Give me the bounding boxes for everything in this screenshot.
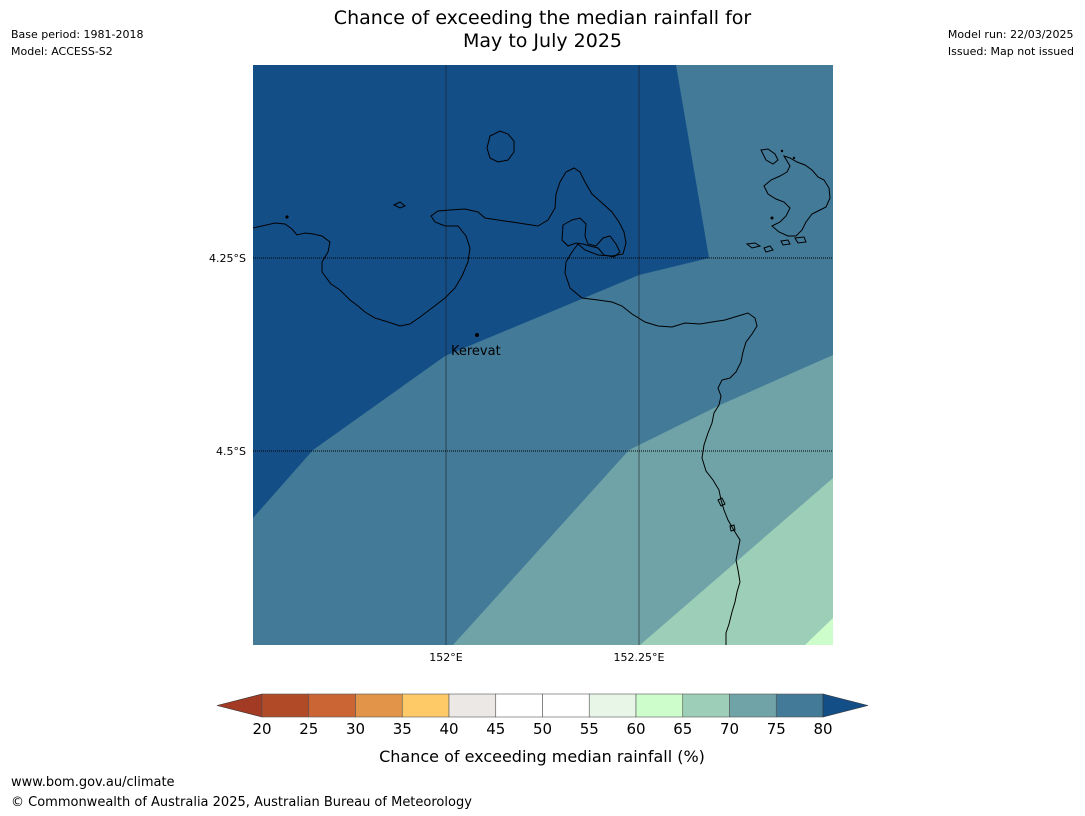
colorbar-segment [542,693,590,718]
colorbar-segment [588,693,637,718]
colorbar-tick-label: 35 [393,720,412,738]
zone-75-80 [253,65,709,518]
lon-label-152: 152°E [429,651,462,664]
coastline [253,130,831,645]
town-label: Kerevat [451,344,501,359]
lat-label-4-25: 4.25°S [209,252,246,265]
base-period: Base period: 1981-2018 [11,28,144,41]
colorbar-tick-label: 30 [346,720,365,738]
model-name: Model: ACCESS-S2 [11,45,113,58]
zone-55-60 [805,618,833,645]
colorbar-label: Chance of exceeding median rainfall (%) [379,747,705,766]
colorbar-extend-high [822,693,869,718]
island-dot [770,216,774,220]
lon-label-152-25: 152.25°E [614,651,665,664]
colorbar-segment [682,693,730,718]
colorbar-tick-label: 55 [580,720,599,738]
colorbar-tick-label: 45 [486,720,505,738]
title-line-2: May to July 2025 [463,30,622,52]
island-dot [285,215,289,219]
colorbar-segment [635,693,684,718]
colorbar-segment [495,693,543,718]
colorbar-tick-label: 65 [673,720,692,738]
colorbar-tick-label: 80 [813,720,832,738]
gridlines [253,65,833,645]
colorbar-tick-label: 40 [439,720,458,738]
colorbar-segment [308,693,356,718]
colorbar-tick-label: 70 [720,720,739,738]
lat-label-4-5: 4.5°S [216,445,246,458]
issued-status: Issued: Map not issued [947,45,1074,58]
colorbar-segment [355,693,403,718]
island-dot [792,156,796,160]
meta-right: Model run: 22/03/2025 Issued: Map not is… [948,26,1074,60]
colorbar-tick-label: 25 [299,720,318,738]
colorbar-segment [401,693,450,718]
title-line-1: Chance of exceeding the median rainfall … [333,7,752,29]
colorbar-segment [261,693,310,718]
footer-copyright: © Commonwealth of Australia 2025, Austra… [11,795,472,810]
footer-url: www.bom.gov.au/climate [11,775,175,790]
colorbar: 20 25 30 35 40 45 50 55 60 65 70 75 80 [216,693,869,738]
colorbar-tick-label: 60 [626,720,645,738]
model-run: Model run: 22/03/2025 [947,28,1074,41]
meta-left: Base period: 1981-2018 Model: ACCESS-S2 [11,26,143,60]
colorbar-tick-label: 20 [252,720,271,738]
colorbar-segment [448,693,497,718]
probability-fill: Kerevat [253,65,833,645]
kerevat-marker [475,333,479,337]
colorbar-tick-label: 75 [767,720,786,738]
map-title: Chance of exceeding the median rainfall … [0,7,1085,53]
colorbar-extend-low [216,693,263,718]
island-dot [780,149,784,153]
colorbar-segment [775,693,824,718]
colorbar-segment [729,693,777,718]
colorbar-tick-label: 50 [533,720,552,738]
